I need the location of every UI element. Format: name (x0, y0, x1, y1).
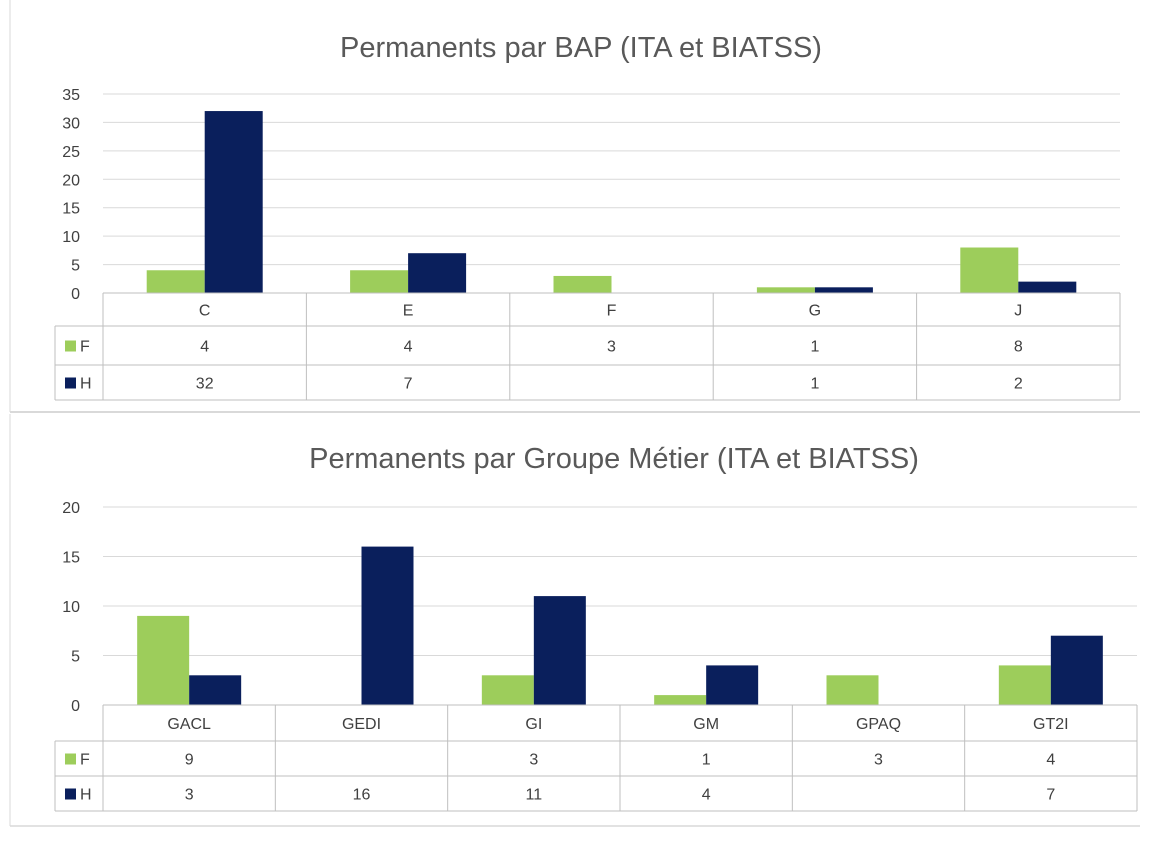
bar-H (814, 287, 873, 293)
bar-F (654, 695, 707, 705)
data-table-value: 7 (1046, 787, 1055, 804)
y-tick-label: 20 (62, 172, 80, 189)
data-table-value: 3 (607, 339, 616, 356)
legend-key-F (65, 753, 76, 765)
x-tick-label: GI (525, 716, 542, 733)
bar-F (146, 270, 205, 293)
bar-F (756, 287, 815, 293)
chart-title: Permanents par BAP (ITA et BIATSS) (340, 32, 822, 64)
bar-F (960, 247, 1019, 293)
x-tick-label: GT2I (1033, 716, 1069, 733)
bar-F (998, 665, 1051, 705)
legend-key-F (65, 340, 76, 352)
bar-F (481, 675, 534, 705)
bar-H (361, 546, 414, 705)
y-tick-label: 5 (71, 649, 80, 666)
x-tick-label: GPAQ (856, 716, 901, 733)
data-table-value: 3 (185, 787, 194, 804)
legend-label: H (80, 376, 92, 393)
bar-H (204, 111, 263, 293)
bar-H (533, 596, 586, 705)
y-tick-label: 0 (71, 698, 80, 715)
data-table-value: 3 (529, 752, 538, 769)
y-tick-label: 20 (62, 500, 80, 517)
bar-H (189, 675, 242, 705)
y-tick-label: 15 (62, 550, 80, 567)
bar-H (706, 665, 759, 705)
x-tick-label: J (1014, 303, 1022, 320)
data-table-value: 7 (404, 376, 413, 393)
legend-key-H (65, 377, 76, 389)
y-tick-label: 25 (62, 144, 80, 161)
y-tick-label: 5 (71, 258, 80, 275)
data-table-value: 1 (810, 376, 819, 393)
x-tick-label: F (607, 303, 617, 320)
x-tick-label: GEDI (342, 716, 381, 733)
bar-H (1018, 281, 1077, 293)
data-table-value: 4 (702, 787, 711, 804)
x-tick-label: G (809, 303, 821, 320)
y-tick-label: 10 (62, 599, 80, 616)
chart-title: Permanents par Groupe Métier (ITA et BIA… (309, 443, 919, 475)
data-table-value: 9 (185, 752, 194, 769)
bar-F (553, 275, 612, 293)
y-tick-label: 0 (71, 286, 80, 303)
x-tick-label: C (199, 303, 211, 320)
bar-F (826, 675, 879, 705)
y-tick-label: 15 (62, 201, 80, 218)
y-tick-label: 10 (62, 229, 80, 246)
x-tick-label: E (403, 303, 414, 320)
chart-groupe-metier: Permanents par Groupe Métier (ITA et BIA… (54, 443, 1138, 812)
bar-F (137, 615, 190, 705)
y-tick-label: 30 (62, 115, 80, 132)
legend-label: H (80, 787, 92, 804)
data-table-value: 2 (1014, 376, 1023, 393)
bar-H (408, 253, 467, 293)
chart-bap: Permanents par BAP (ITA et BIATSS) 0 5 10 1… (54, 32, 1121, 401)
data-table-value: 32 (196, 376, 214, 393)
y-tick-label: 35 (62, 87, 80, 104)
data-table-value: 11 (526, 787, 543, 804)
data-table-value: 1 (702, 752, 711, 769)
bar-F (350, 270, 409, 293)
legend-label: F (80, 752, 90, 769)
legend-label: F (80, 339, 90, 356)
data-table-value: 4 (200, 339, 209, 356)
data-table-value: 16 (353, 787, 371, 804)
data-table-value: 4 (404, 339, 413, 356)
bar-H (1050, 635, 1103, 705)
legend-key-H (65, 788, 76, 800)
data-table-value: 8 (1014, 339, 1023, 356)
data-table-value: 4 (1046, 752, 1055, 769)
x-tick-label: GACL (167, 716, 211, 733)
data-table-value: 1 (810, 339, 819, 356)
data-table-value: 3 (874, 752, 883, 769)
x-tick-label: GM (693, 716, 719, 733)
